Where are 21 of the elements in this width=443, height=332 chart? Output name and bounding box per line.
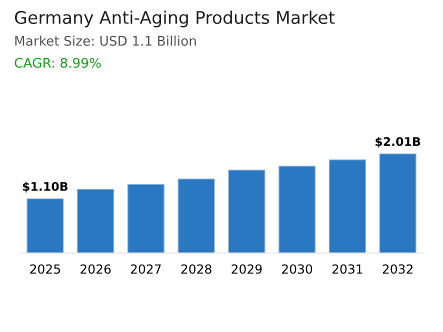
bar xyxy=(178,178,215,253)
x-tick-label: 2031 xyxy=(332,264,362,274)
text: CAGR: 8.99% xyxy=(14,58,101,68)
chart-subtitle: Market Size: USD 1.1 Billion xyxy=(15,36,196,46)
bar xyxy=(228,170,266,253)
x-tick-label: 2025 xyxy=(30,264,60,274)
bar xyxy=(77,188,114,253)
data-label: $1.10B xyxy=(22,182,68,192)
bar xyxy=(127,184,164,253)
x-tick-label: 2030 xyxy=(282,264,312,274)
bar xyxy=(278,166,316,253)
x-tick-label: 2029 xyxy=(232,264,262,274)
bar xyxy=(379,153,416,253)
data-label: $2.01B xyxy=(376,136,420,148)
bar xyxy=(328,159,366,253)
bar xyxy=(26,198,64,253)
x-tick-label: 2032 xyxy=(382,264,412,274)
chart-title: Germany Anti-Aging Products Market xyxy=(14,10,335,28)
x-tick-label: 2028 xyxy=(181,264,212,274)
x-tick-label: 2027 xyxy=(130,264,161,274)
x-tick-label: 2026 xyxy=(80,264,111,274)
